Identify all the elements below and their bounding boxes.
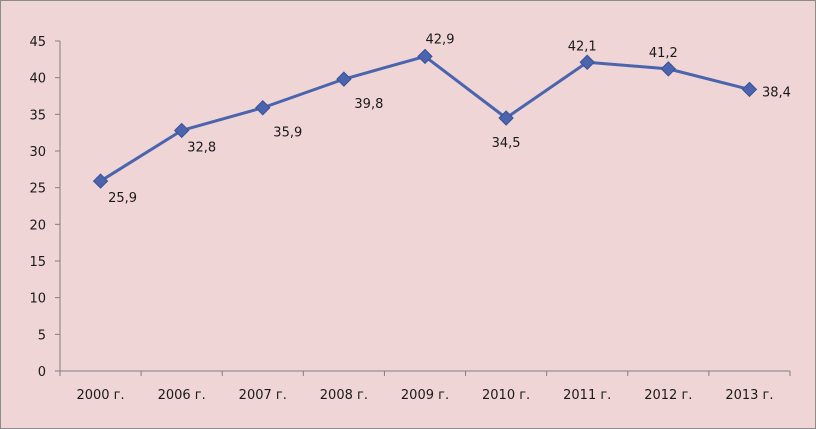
x-tick-label: 2013 г. xyxy=(725,388,773,403)
data-point-marker xyxy=(255,100,271,116)
data-point-marker xyxy=(173,122,190,139)
y-tick-label: 15 xyxy=(29,255,46,270)
data-label: 39,8 xyxy=(354,97,383,112)
series-group xyxy=(92,48,758,189)
y-tick-label: 20 xyxy=(29,218,46,233)
x-tick-label: 2012 г. xyxy=(644,388,692,403)
x-axis: 2000 г. 2006 г. 2007 г. 2008 г. 2009 г. 2010 … xyxy=(59,370,791,403)
y-axis: 0 5 10 15 20 25 30 35 40 45 xyxy=(29,35,61,380)
x-tick-label: 2008 г. xyxy=(320,388,368,403)
data-point-marker xyxy=(498,110,514,126)
data-label: 41,2 xyxy=(649,46,678,61)
y-tick-label: 0 xyxy=(38,365,46,380)
y-tick-label: 45 xyxy=(29,35,46,50)
data-point-marker xyxy=(741,81,758,98)
data-label: 38,4 xyxy=(762,85,791,100)
x-tick-label: 2007 г. xyxy=(239,388,287,403)
x-tick-label: 2000 г. xyxy=(76,388,124,403)
x-tick-label: 2010 г. xyxy=(482,388,530,403)
data-point-marker xyxy=(92,173,109,189)
y-tick-label: 40 xyxy=(29,72,46,87)
y-tick-label: 35 xyxy=(29,108,46,123)
data-point-marker xyxy=(660,61,677,77)
x-tick-label: 2009 г. xyxy=(401,388,449,403)
data-label: 25,9 xyxy=(108,191,137,206)
data-label: 42,1 xyxy=(568,39,597,54)
data-label: 35,9 xyxy=(273,126,302,141)
y-tick-label: 10 xyxy=(29,292,46,307)
y-tick-label: 30 xyxy=(29,145,46,160)
y-tick-label: 5 xyxy=(38,328,46,343)
x-tick-label: 2006 г. xyxy=(158,388,206,403)
x-tick-label: 2011 г. xyxy=(563,388,611,403)
data-point-marker xyxy=(336,71,352,87)
data-label: 34,5 xyxy=(492,136,521,151)
series-line xyxy=(99,54,750,183)
data-point-marker xyxy=(579,54,595,70)
data-point-marker xyxy=(417,48,433,65)
data-labels: 25,9 32,8 35,9 39,8 42,9 34,5 42,1 41,2 38,4 xyxy=(108,32,791,206)
data-label: 42,9 xyxy=(426,32,455,47)
y-tick-label: 25 xyxy=(29,182,46,197)
data-label: 32,8 xyxy=(187,140,216,155)
